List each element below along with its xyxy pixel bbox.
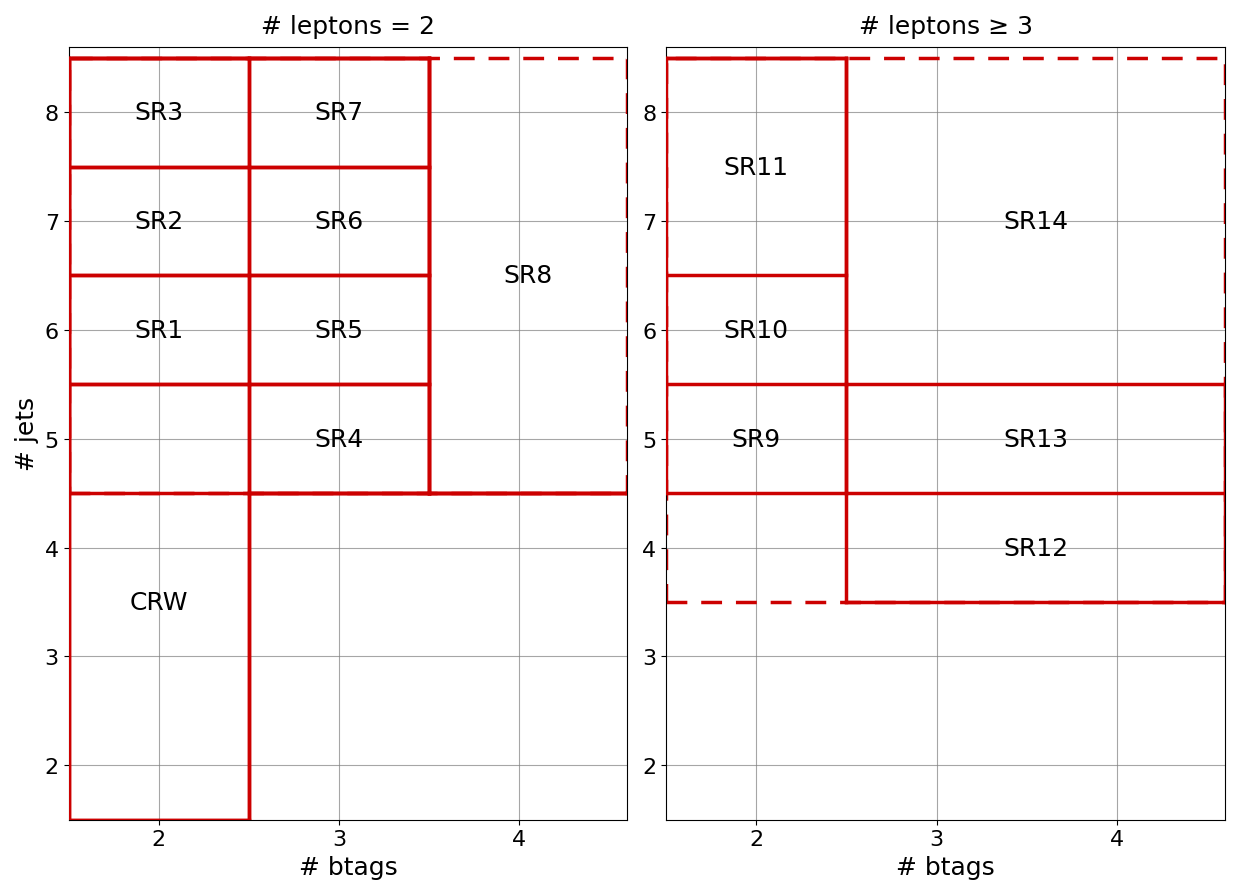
Text: SR7: SR7 [314,101,363,125]
Text: SR5: SR5 [315,318,363,342]
Text: SR14: SR14 [1003,210,1069,234]
Text: SR3: SR3 [134,101,184,125]
Text: SR12: SR12 [1003,536,1069,560]
Text: SR10: SR10 [724,318,789,342]
Text: SR4: SR4 [314,427,363,451]
Text: SR13: SR13 [1003,427,1068,451]
Text: SR6: SR6 [314,210,363,234]
Text: SR2: SR2 [134,210,184,234]
Text: SR1: SR1 [134,318,184,342]
Title: # leptons = 2: # leptons = 2 [260,15,435,39]
Y-axis label: # jets: # jets [15,397,38,471]
Text: CRW: CRW [129,590,188,614]
X-axis label: # btags: # btags [897,855,994,879]
Text: SR11: SR11 [724,156,789,180]
Text: SR9: SR9 [732,427,781,451]
Bar [666,59,1225,603]
Bar [68,59,627,493]
X-axis label: # btags: # btags [299,855,397,879]
Title: # leptons ≥ 3: # leptons ≥ 3 [858,15,1033,39]
Text: SR8: SR8 [503,265,553,288]
